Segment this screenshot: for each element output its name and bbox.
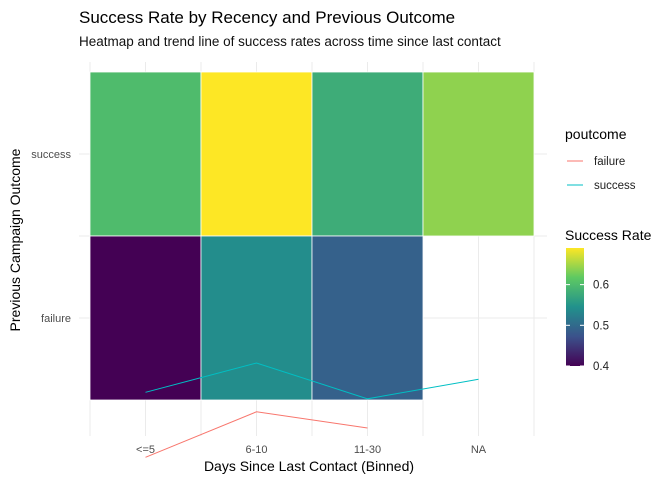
trend-line-success bbox=[145, 362, 479, 400]
heatmap-cell-success-1 bbox=[200, 71, 313, 237]
y-axis-title: Previous Campaign Outcome bbox=[7, 148, 23, 331]
chart-subtitle: Heatmap and trend line of success rates … bbox=[79, 34, 501, 49]
fill-legend-title: Success Rate bbox=[565, 227, 652, 243]
color-legend: poutcome failure success bbox=[565, 126, 636, 192]
color-legend-title: poutcome bbox=[565, 126, 627, 142]
x-tick-label: NA bbox=[471, 444, 487, 456]
trend-line-failure bbox=[145, 411, 368, 458]
chart-title: Success Rate by Recency and Previous Out… bbox=[79, 8, 455, 27]
fill-legend-ticks: 0.4 0.5 0.6 bbox=[566, 280, 610, 373]
color-legend-label-success: success bbox=[594, 180, 636, 192]
trend-lines bbox=[145, 362, 479, 458]
x-tick-label: 11-30 bbox=[354, 444, 381, 456]
heatmap-cell-success-2 bbox=[311, 71, 424, 237]
heatmap-cell-success-0 bbox=[89, 71, 202, 237]
y-tick-label: failure bbox=[41, 313, 71, 325]
x-axis-title: Days Since Last Contact (Binned) bbox=[204, 458, 414, 474]
heatmap-cell-failure-2 bbox=[311, 235, 424, 401]
color-legend-label-failure: failure bbox=[594, 156, 625, 168]
x-axis-ticks: <=5 6-10 11-30 NA bbox=[136, 444, 487, 456]
heatmap-cells bbox=[89, 71, 535, 401]
fill-legend-tick-label: 0.4 bbox=[593, 361, 610, 373]
x-tick-label: <=5 bbox=[136, 444, 155, 456]
fill-legend-tick-label: 0.5 bbox=[593, 320, 609, 332]
color-legend-items: failure success bbox=[567, 156, 636, 192]
y-tick-label: success bbox=[31, 149, 71, 161]
heatmap-cell-failure-0 bbox=[89, 235, 202, 401]
x-tick-label: 6-10 bbox=[245, 444, 267, 456]
fill-legend: Success Rate 0.4 0.5 0.6 bbox=[565, 227, 652, 373]
heatmap-cell-success-3 bbox=[422, 71, 535, 237]
fill-legend-colorbar bbox=[566, 248, 584, 366]
y-axis-ticks: failure success bbox=[31, 149, 71, 325]
fill-legend-tick-label: 0.6 bbox=[593, 280, 609, 292]
